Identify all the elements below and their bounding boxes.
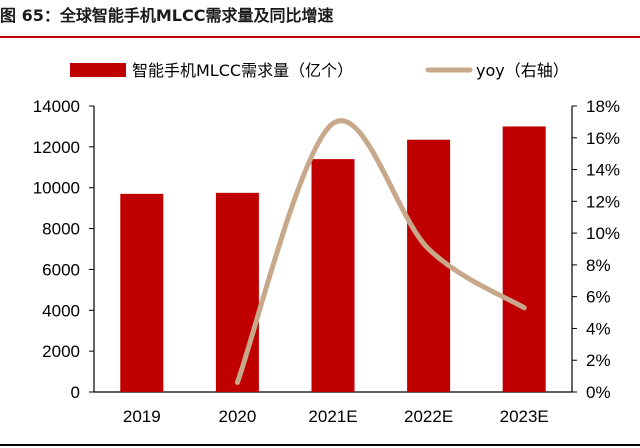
legend-label-bar: 智能手机MLCC需求量（亿个） <box>132 61 353 80</box>
x-tick-label: 2019 <box>123 407 161 426</box>
yoy-line-layer <box>234 118 527 385</box>
y-right-tick-label: 0% <box>586 383 611 402</box>
legend-swatch-bar <box>70 63 126 77</box>
y-right-tick-label: 10% <box>586 224 620 243</box>
y-left-tick-label: 10000 <box>33 179 80 198</box>
bar <box>407 139 451 392</box>
y-right-tick-label: 18% <box>586 97 620 116</box>
yoy-line <box>234 118 527 385</box>
y-right-tick-label: 6% <box>586 288 611 307</box>
x-tick-label: 2023E <box>500 407 549 426</box>
legend-label-line: yoy（右轴） <box>476 61 569 80</box>
y-left-tick-label: 0 <box>71 383 80 402</box>
y-left-tick-label: 8000 <box>42 220 80 239</box>
y-right-tick-label: 14% <box>586 161 620 180</box>
bottom-divider <box>0 444 640 446</box>
bar <box>215 192 259 392</box>
y-left-tick-label: 2000 <box>42 342 80 361</box>
x-tick-label: 2022E <box>404 407 453 426</box>
y-left-tick-label: 12000 <box>33 138 80 157</box>
bar <box>311 159 355 392</box>
y-left-tick-label: 14000 <box>33 97 80 116</box>
title-divider <box>0 36 640 38</box>
legend: 智能手机MLCC需求量（亿个） yoy（右轴） <box>70 61 569 80</box>
y-left-tick-label: 6000 <box>42 260 80 279</box>
y-right-tick-label: 16% <box>586 129 620 148</box>
bars <box>120 126 546 392</box>
figure-title: 图 65：全球智能手机MLCC需求量及同比增速 <box>0 6 334 25</box>
y-right-tick-label: 4% <box>586 319 611 338</box>
x-tick-label: 2020 <box>218 407 256 426</box>
x-tick-label: 2021E <box>308 407 357 426</box>
y-right-tick-label: 2% <box>586 351 611 370</box>
bar <box>120 193 164 392</box>
y-right-tick-label: 12% <box>586 192 620 211</box>
y-right-tick-label: 8% <box>586 256 611 275</box>
mlcc-demand-chart: 智能手机MLCC需求量（亿个） yoy（右轴） 0 2000 4000 6000 800… <box>33 61 620 426</box>
y-left-tick-label: 4000 <box>42 301 80 320</box>
tick-labels: 0 2000 4000 6000 8000 10000 12000 14000 0% 2% 4% 6%… <box>33 97 620 426</box>
bar <box>502 126 546 392</box>
